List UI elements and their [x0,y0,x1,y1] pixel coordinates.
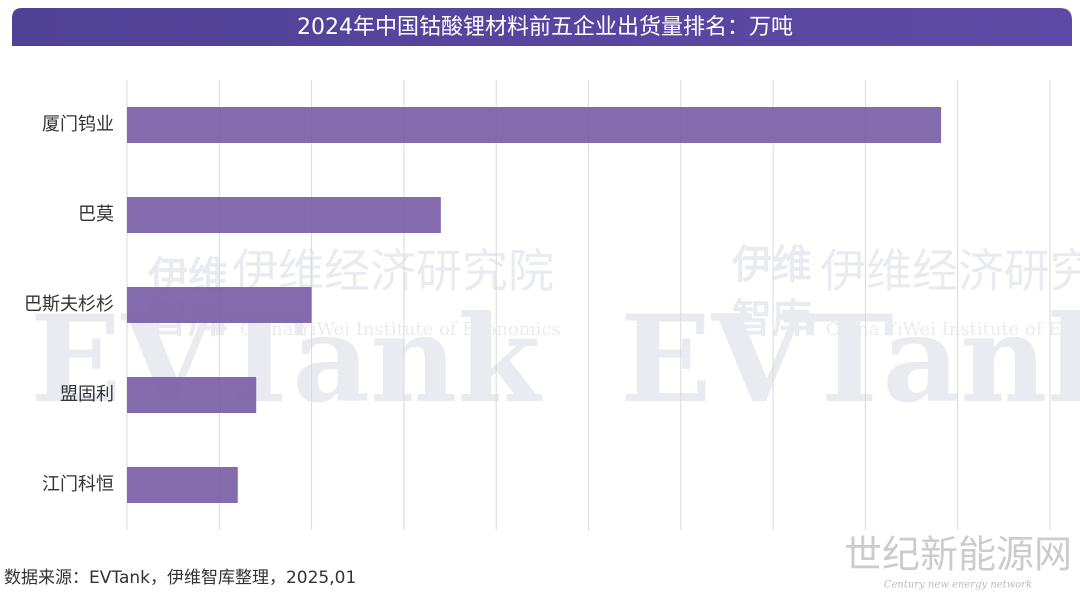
y-tick-label: 江门科恒 [42,474,114,495]
y-tick-label: 盟固利 [60,384,114,405]
y-tick-label: 巴斯夫杉杉 [24,294,114,315]
watermark-text: 智库 [732,295,812,342]
bar [127,467,238,503]
watermark-text: EVTank [620,289,1080,430]
bar [127,107,942,143]
watermark: 伊维智库伊维经济研究院 China YiWei Institute of Econ… [30,241,1080,430]
title-banner [12,8,1072,46]
chart-title: 2024年中国钴酸锂材料前五企业出货量排名：万吨 [297,15,793,40]
watermark-text: 世纪新能源网 [844,533,1072,577]
bar [127,287,312,323]
y-tick-label: 厦门钨业 [42,114,114,135]
bar [127,197,441,233]
watermark-text: Century new energy network [884,580,1032,591]
watermark-text: 伊维经济研究院 [820,244,1080,298]
source-note: 数据来源：EVTank，伊维智库整理，2025,01 [4,568,356,588]
y-tick-label: 巴莫 [78,204,114,225]
watermark-text: China YiWei Institute of Economics [240,319,561,340]
bar [127,377,257,413]
watermark-text: 伊维 [731,241,812,288]
watermark-text: China YiWei Institute of Economics [826,319,1080,340]
